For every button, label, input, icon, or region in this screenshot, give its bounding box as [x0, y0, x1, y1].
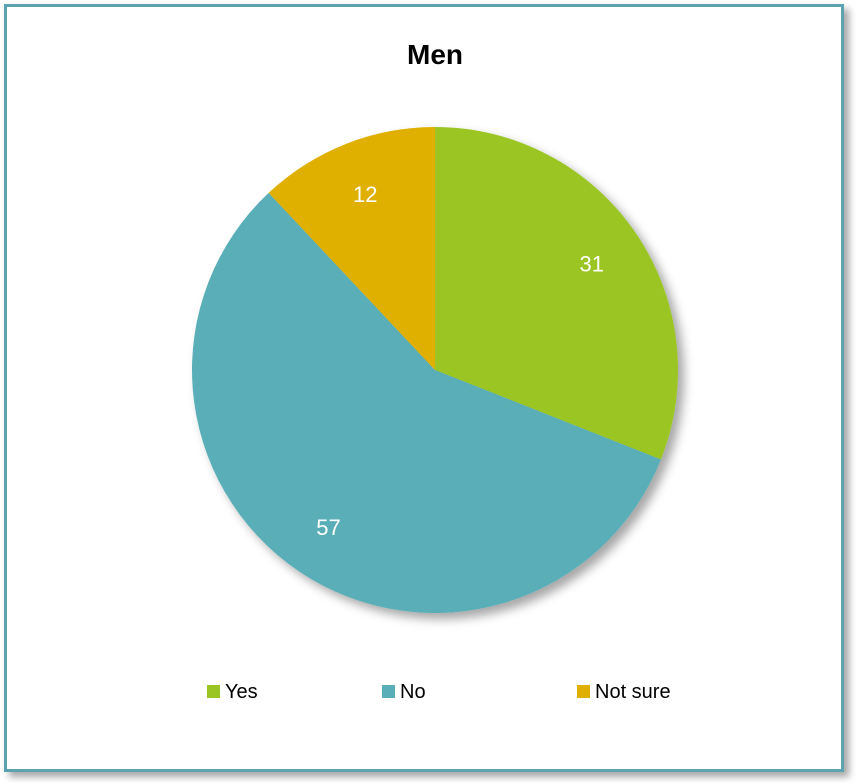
legend: Yes No Not sure: [207, 681, 671, 703]
pie-slices: [191, 126, 678, 614]
data-label-yes: 31: [580, 251, 604, 276]
pie-slice-not-sure: [268, 126, 435, 370]
pie-slice-no: [191, 192, 661, 614]
data-label-not-sure: 12: [353, 182, 377, 207]
legend-item-yes: Yes: [207, 681, 258, 703]
pie-slice-yes: [435, 127, 678, 460]
legend-item-no: No: [382, 681, 426, 703]
legend-swatch: [577, 685, 590, 698]
data-label-no: 57: [316, 515, 340, 540]
legend-swatch: [207, 685, 220, 698]
pie-chart: Men 31 57 12 Yes No Not sure: [191, 39, 678, 703]
chart-title: Men: [407, 39, 463, 70]
legend-label: Not sure: [595, 681, 671, 703]
legend-item-not-sure: Not sure: [577, 681, 671, 703]
legend-label: No: [400, 681, 426, 703]
legend-label: Yes: [225, 681, 258, 703]
legend-swatch: [382, 685, 395, 698]
chart-frame: Men 31 57 12 Yes No Not sure: [4, 4, 844, 772]
data-labels: 31 57 12: [316, 182, 604, 540]
